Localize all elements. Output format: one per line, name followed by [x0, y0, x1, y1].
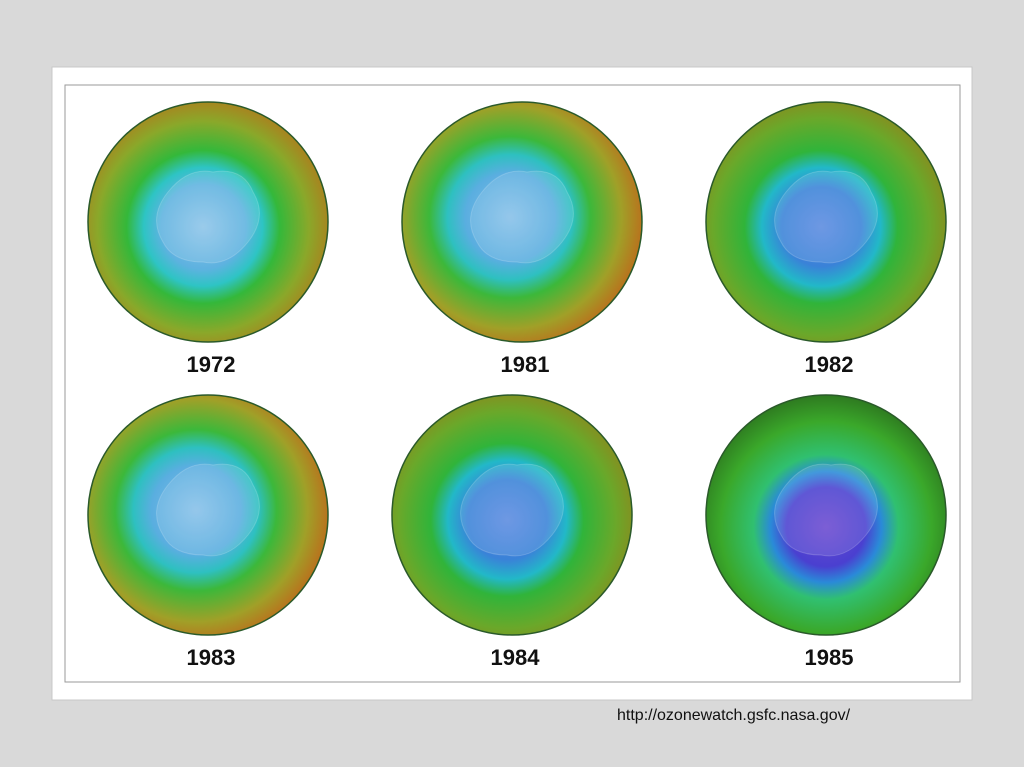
ozone-globe — [391, 394, 633, 636]
ozone-globe — [87, 394, 329, 636]
year-label: 1982 — [805, 352, 854, 377]
year-label: 1985 — [805, 645, 854, 670]
ozone-globe — [705, 394, 947, 636]
continent-outline — [774, 463, 878, 557]
ozone-globe — [401, 101, 643, 343]
continent-outline — [774, 170, 878, 264]
continent-outline — [470, 170, 574, 264]
ozone-globe — [87, 101, 329, 343]
source-url: http://ozonewatch.gsfc.nasa.gov/ — [617, 707, 851, 724]
frame — [64, 84, 961, 683]
ozone-globe — [705, 101, 947, 343]
continent-outline — [156, 170, 260, 264]
panels: 1972 1981 1982 1983 1984 1985 — [87, 101, 947, 670]
continent-outline — [460, 463, 564, 557]
year-label: 1972 — [187, 352, 236, 377]
year-label: 1983 — [187, 645, 236, 670]
year-label: 1984 — [491, 645, 541, 670]
continent-outline — [156, 463, 260, 557]
year-label: 1981 — [501, 352, 550, 377]
